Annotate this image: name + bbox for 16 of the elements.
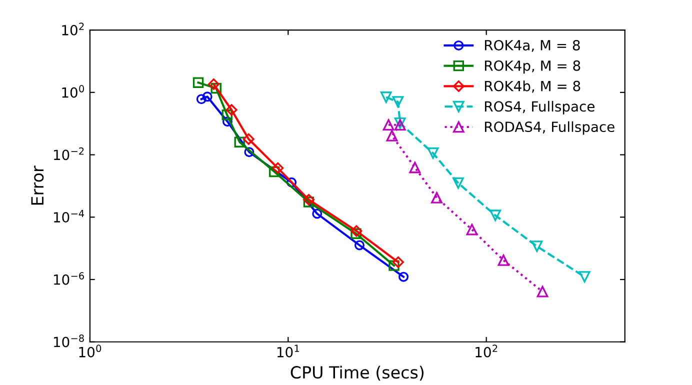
y-tick-label: 10$^{−8}$ [54, 334, 84, 348]
x-tick-label: 10$^{2}$ [476, 344, 498, 358]
y-tick-label: 10$^{2}$ [62, 22, 84, 36]
y-tick-label: 10$^{−2}$ [54, 147, 84, 160]
x-tick-label: 10$^{0}$ [79, 344, 102, 358]
y-tick-label: 10$^{−4}$ [54, 210, 84, 223]
y-axis-title: Error [31, 166, 44, 205]
y-tick-label: 10$^{−6}$ [54, 272, 84, 285]
legend-label: ROK4a, M = 8 [485, 40, 580, 52]
x-axis-title: CPU Time (secs) [290, 366, 424, 381]
legend-label: ROS4, Fullspace [485, 100, 594, 114]
x-tick-label: 10$^{1}$ [277, 344, 300, 358]
legend-label: ROK4p, M = 8 [485, 60, 580, 74]
legend-label: RODAS4, Fullspace [485, 121, 614, 135]
y-tick-label: 10$^{0}$ [62, 85, 84, 98]
legend-label: ROK4b, M = 8 [485, 80, 580, 93]
